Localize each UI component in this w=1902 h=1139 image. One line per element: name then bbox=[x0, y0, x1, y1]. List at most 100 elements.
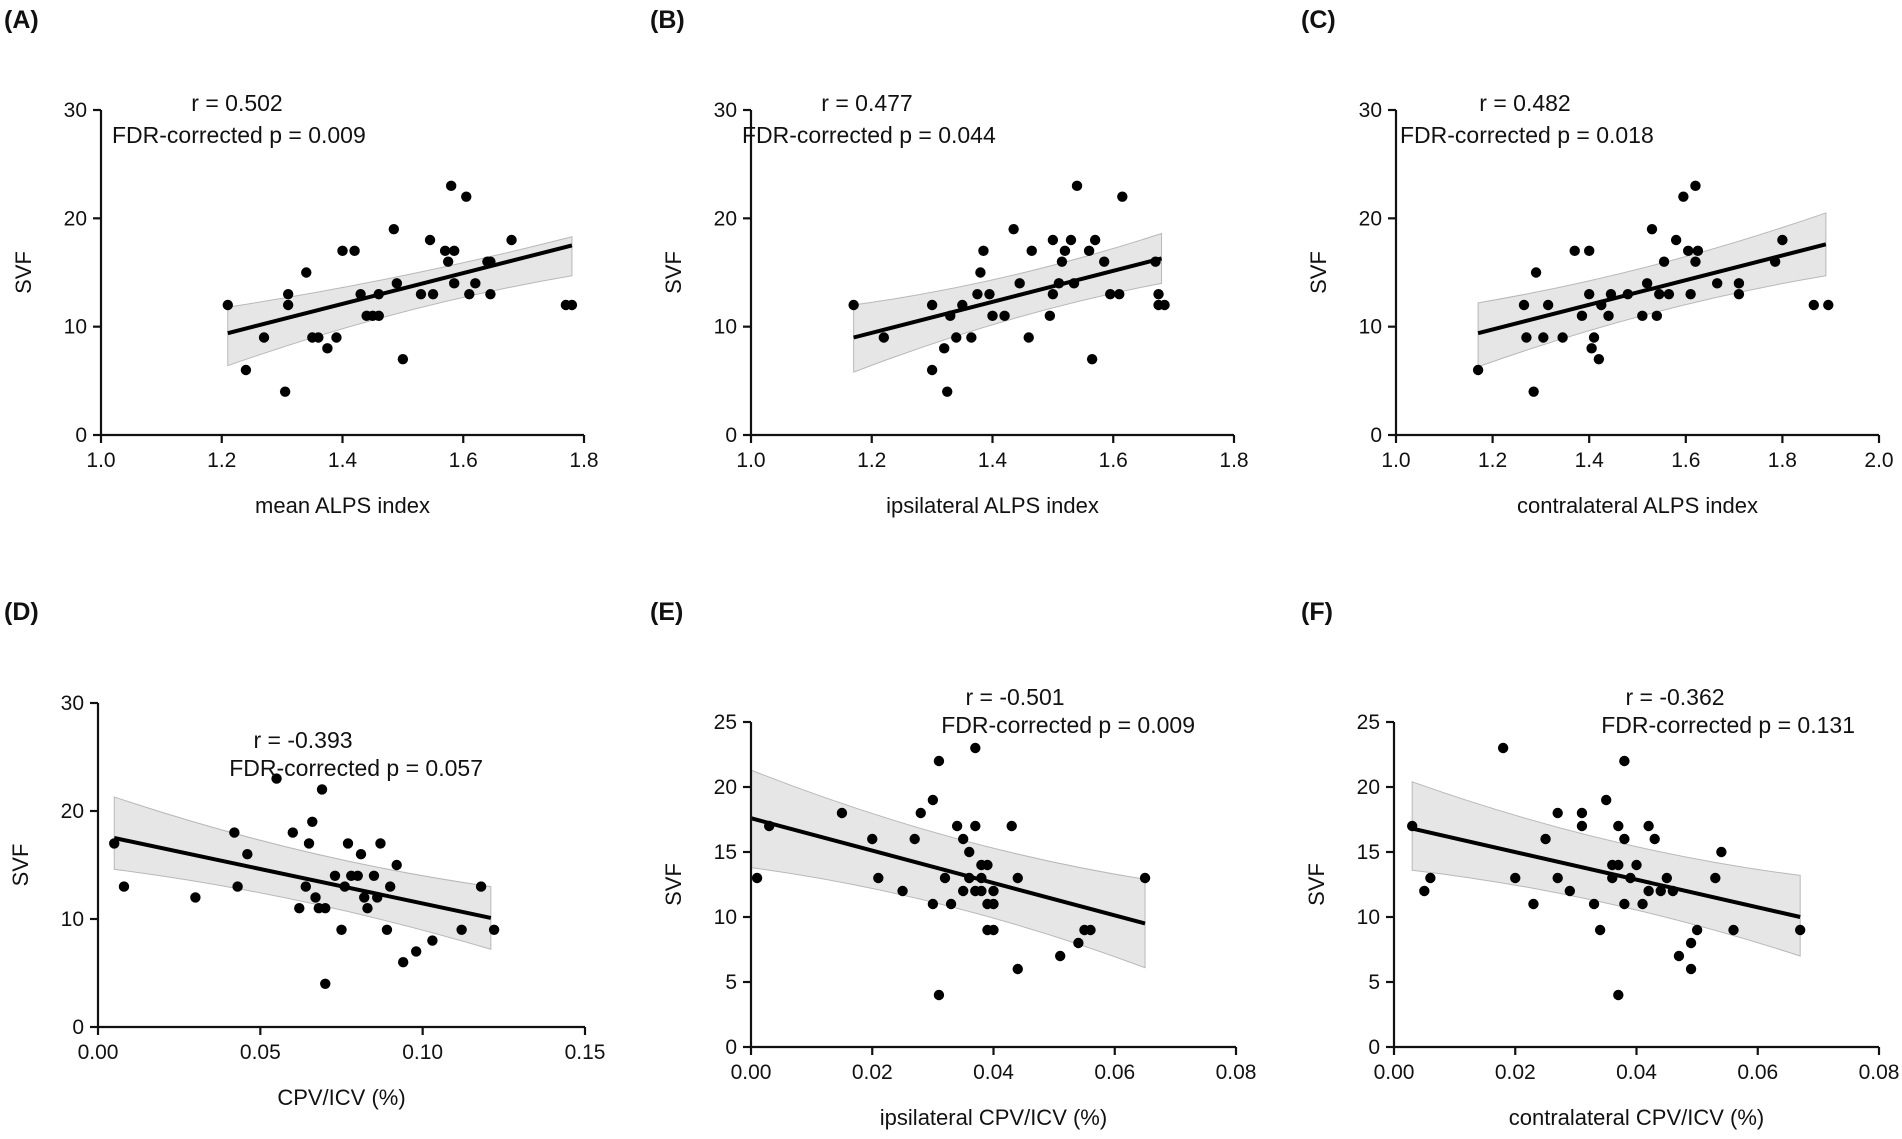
data-point bbox=[242, 849, 253, 860]
data-point bbox=[1576, 310, 1588, 322]
data-point bbox=[301, 267, 312, 278]
y-tick-label: 30 bbox=[64, 99, 87, 122]
data-point bbox=[1008, 223, 1019, 235]
data-point bbox=[1716, 846, 1727, 858]
data-point bbox=[424, 234, 436, 246]
x-tick-label: 0.05 bbox=[240, 1041, 281, 1064]
data-point bbox=[976, 872, 987, 884]
data-point bbox=[1661, 872, 1673, 884]
x-tick-label: 0.04 bbox=[1616, 1061, 1657, 1084]
data-point bbox=[1683, 245, 1694, 257]
data-point bbox=[475, 881, 487, 892]
data-point bbox=[1497, 742, 1509, 754]
x-tick-label: 2.0 bbox=[1864, 449, 1893, 472]
data-point bbox=[1673, 950, 1685, 962]
y-axis-label: SVF bbox=[1304, 863, 1329, 906]
panel-b: (B) 0 10 20 30 1.0 1.2 1.4 1.6 1.8 ipsilateral ALP… bbox=[650, 6, 1249, 518]
data-point bbox=[1044, 310, 1056, 322]
data-point bbox=[385, 881, 396, 892]
data-point bbox=[303, 838, 315, 849]
data-point bbox=[915, 807, 926, 819]
y-tick-label: 20 bbox=[714, 776, 737, 799]
x-tick-label: 0.15 bbox=[565, 1041, 606, 1064]
x-tick-label: 1.6 bbox=[1671, 449, 1700, 472]
panel-label: (D) bbox=[4, 598, 39, 626]
data-point bbox=[442, 256, 454, 267]
y-tick-label: 15 bbox=[1357, 841, 1380, 864]
data-point bbox=[1056, 256, 1068, 267]
regression-line bbox=[750, 816, 1146, 926]
data-point bbox=[427, 935, 438, 946]
data-point bbox=[1521, 332, 1532, 343]
data-point bbox=[336, 924, 347, 935]
correlation-r: r = 0.477 bbox=[821, 90, 912, 116]
data-point bbox=[1670, 234, 1682, 246]
data-point bbox=[1769, 256, 1781, 267]
data-point bbox=[1613, 859, 1624, 871]
data-point bbox=[1026, 245, 1037, 257]
data-point bbox=[1071, 180, 1083, 192]
regression-line bbox=[1477, 242, 1827, 336]
x-tick-label: 0.00 bbox=[1374, 1061, 1415, 1084]
data-point bbox=[410, 946, 422, 957]
data-point bbox=[1603, 310, 1614, 322]
data-point bbox=[1552, 872, 1563, 884]
data-point bbox=[448, 278, 460, 289]
data-point bbox=[1073, 937, 1084, 949]
data-point bbox=[300, 881, 311, 892]
data-point bbox=[349, 245, 360, 257]
x-tick-label: 1.8 bbox=[1768, 449, 1797, 472]
fdr-p-value: FDR-corrected p = 0.009 bbox=[941, 712, 1195, 738]
data-point bbox=[355, 288, 366, 300]
data-point bbox=[222, 299, 233, 311]
regression-line bbox=[853, 256, 1163, 340]
data-point bbox=[1588, 898, 1600, 910]
data-point bbox=[939, 343, 950, 354]
data-point bbox=[942, 386, 953, 397]
y-tick-label: 25 bbox=[1357, 711, 1380, 734]
x-tick-label: 0.08 bbox=[1859, 1061, 1900, 1084]
x-tick-label: 1.4 bbox=[1575, 449, 1605, 472]
y-tick-label: 0 bbox=[72, 1016, 84, 1039]
data-point bbox=[1139, 872, 1151, 884]
confidence-band bbox=[853, 232, 1163, 373]
y-axis-label: SVF bbox=[661, 251, 686, 294]
y-tick-label: 0 bbox=[725, 1036, 737, 1059]
data-point bbox=[1649, 833, 1660, 845]
data-point bbox=[322, 343, 333, 354]
data-point bbox=[1654, 288, 1665, 300]
data-point bbox=[975, 267, 986, 278]
data-point bbox=[1023, 332, 1034, 343]
data-point bbox=[1564, 885, 1576, 897]
x-tick-label: 0.02 bbox=[852, 1061, 893, 1084]
data-point bbox=[368, 870, 380, 881]
data-point bbox=[355, 849, 367, 860]
data-point bbox=[1651, 310, 1663, 322]
data-point bbox=[1540, 833, 1551, 845]
data-point bbox=[1584, 288, 1595, 300]
panel-label: (C) bbox=[1301, 6, 1336, 34]
data-point bbox=[282, 299, 294, 311]
data-point bbox=[1083, 245, 1095, 257]
data-point bbox=[1605, 288, 1617, 300]
y-axis-label: SVF bbox=[11, 251, 36, 294]
x-tick-label: 0.10 bbox=[402, 1041, 443, 1064]
data-point bbox=[271, 773, 282, 784]
y-tick-label: 30 bbox=[61, 692, 84, 715]
data-point bbox=[1685, 937, 1697, 949]
data-point bbox=[1065, 234, 1077, 246]
x-tick-label: 1.4 bbox=[328, 449, 358, 472]
data-point bbox=[1622, 288, 1634, 300]
data-point bbox=[951, 820, 963, 832]
data-point bbox=[1619, 898, 1630, 910]
fdr-p-value: FDR-corrected p = 0.131 bbox=[1601, 712, 1855, 738]
data-point bbox=[970, 820, 981, 832]
data-point bbox=[1637, 310, 1648, 322]
data-point bbox=[926, 299, 938, 311]
x-tick-label: 1.6 bbox=[449, 449, 478, 472]
data-point bbox=[1596, 299, 1607, 311]
data-point bbox=[464, 288, 475, 300]
regression-line bbox=[227, 243, 573, 336]
x-tick-label: 0.06 bbox=[1094, 1061, 1135, 1084]
y-tick-label: 10 bbox=[1359, 316, 1382, 339]
